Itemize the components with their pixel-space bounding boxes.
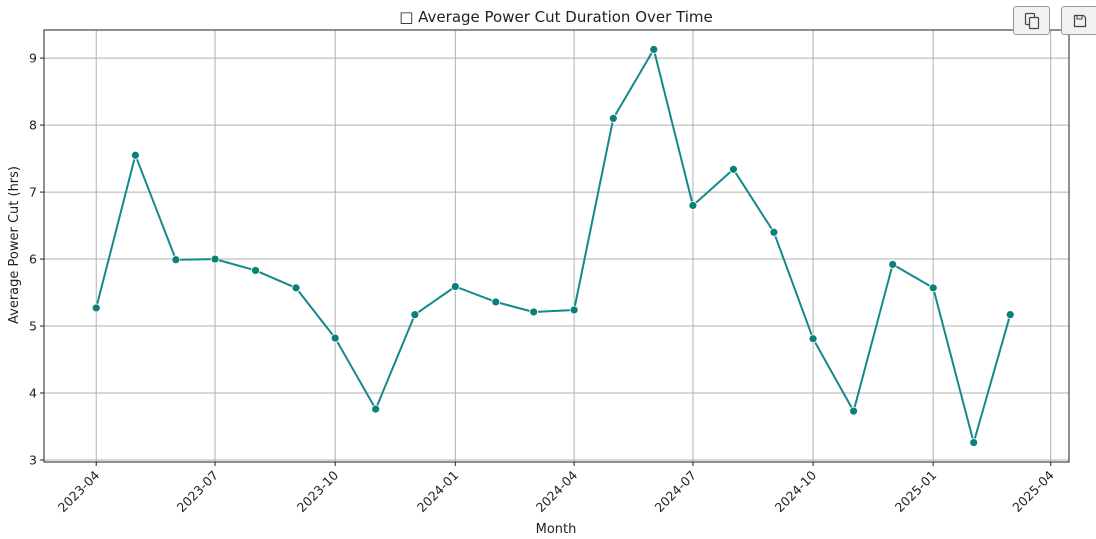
x-tick-label: 2024-10 (772, 467, 820, 515)
floppy-disk-icon (1073, 14, 1086, 27)
data-point (371, 404, 381, 414)
data-point (529, 307, 539, 317)
grid (44, 30, 1069, 462)
y-axis: 3 4 5 6 7 8 9 (29, 51, 44, 467)
data-point (251, 266, 260, 275)
data-point (491, 297, 501, 307)
data-point (769, 227, 779, 237)
x-tick-label: 2024-07 (652, 468, 700, 516)
data-point (688, 201, 698, 210)
data-point (450, 282, 460, 291)
data-point (410, 310, 420, 320)
copy-icon (1024, 12, 1039, 29)
data-point (928, 283, 938, 293)
data-point (171, 255, 181, 265)
x-tick-label: 2024-01 (414, 468, 462, 516)
y-tick-label: 6 (29, 252, 37, 267)
data-point (569, 305, 579, 315)
y-tick-label: 3 (29, 452, 37, 467)
data-point (1005, 310, 1015, 320)
series (91, 45, 1015, 447)
data-point (131, 150, 140, 160)
y-tick-label: 5 (29, 319, 37, 334)
save-button[interactable] (1061, 6, 1096, 35)
x-tick-label: 2023-04 (55, 467, 103, 515)
data-point (291, 283, 301, 293)
x-tick-label: 2024-04 (533, 467, 581, 515)
chart-title: □ Average Power Cut Duration Over Time (399, 8, 713, 26)
x-tick-label: 2023-07 (174, 468, 222, 516)
y-tick-label: 8 (29, 118, 37, 133)
x-tick-label: 2025-01 (892, 468, 940, 516)
data-point (888, 260, 898, 269)
x-axis-label: Month (536, 522, 577, 537)
y-tick-label: 4 (29, 386, 37, 401)
y-axis-label: Average Power Cut (hrs) (7, 166, 22, 324)
data-point (808, 334, 818, 344)
series-line (95, 48, 1012, 444)
x-tick-label: 2023-10 (294, 467, 342, 515)
y-tick-label: 9 (29, 51, 37, 66)
data-point (210, 254, 220, 264)
data-point (330, 333, 340, 343)
data-point (969, 438, 979, 447)
copy-button[interactable] (1013, 6, 1050, 35)
data-point (608, 114, 618, 123)
x-tick-label: 2025-04 (1009, 467, 1057, 515)
x-axis: 2023-04 2023-07 2023-10 2024-01 2024-04 2024-… (55, 462, 1057, 515)
data-point (849, 406, 858, 416)
data-point (729, 164, 738, 174)
plot-area-frame (43, 29, 1070, 463)
data-point (649, 45, 659, 54)
chart-toolbar (1013, 6, 1096, 35)
data-point (91, 303, 101, 313)
y-tick-label: 7 (29, 185, 37, 200)
